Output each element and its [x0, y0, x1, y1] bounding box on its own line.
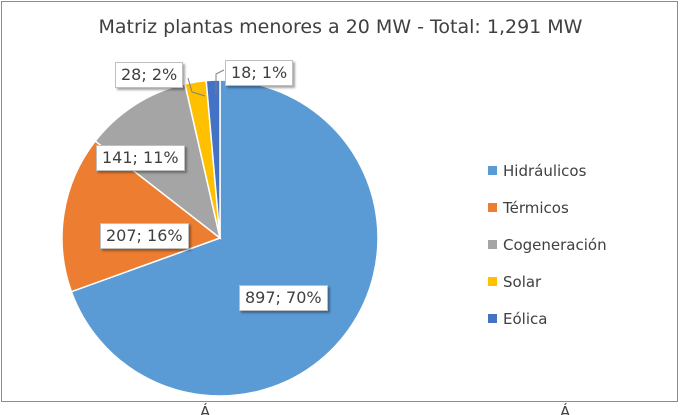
- chart-legend: Hidráulicos Térmicos Cogeneración Solar …: [488, 152, 607, 337]
- legend-swatch: [488, 203, 497, 212]
- pie-slice-hidraulicos: [70, 79, 379, 397]
- pie-slice-termicos: [61, 139, 222, 293]
- data-label-eolica: 18; 1%: [225, 60, 294, 86]
- legend-swatch: [488, 314, 497, 323]
- legend-label: Cogeneración: [503, 235, 607, 254]
- legend-item-hidraulicos: Hidráulicos: [488, 152, 607, 189]
- legend-swatch: [488, 240, 497, 249]
- legend-label: Hidráulicos: [503, 161, 587, 180]
- legend-swatch: [488, 277, 497, 286]
- data-label-solar: 28; 2%: [115, 62, 184, 88]
- legend-item-eolica: Eólica: [488, 300, 607, 337]
- pie-slice-eolica: [205, 79, 221, 239]
- leader-line-solar: [187, 77, 206, 97]
- legend-item-solar: Solar: [488, 263, 607, 300]
- legend-label: Térmicos: [503, 198, 569, 217]
- leader-line-eolica: [215, 69, 225, 94]
- legend-item-termicos: Térmicos: [488, 189, 607, 226]
- legend-swatch: [488, 166, 497, 175]
- data-label-termicos: 207; 16%: [100, 223, 189, 249]
- legend-label: Solar: [503, 272, 542, 291]
- legend-item-cogeneracion: Cogeneración: [488, 226, 607, 263]
- data-label-cogeneracion: 141; 11%: [96, 145, 185, 171]
- chart-title: Matriz plantas menores a 20 MW - Total: …: [98, 16, 583, 38]
- cut-off-text-fragment: Á: [200, 403, 211, 415]
- data-label-hidraulicos: 897; 70%: [239, 285, 328, 311]
- cut-off-text-fragment: Á: [560, 403, 571, 415]
- legend-label: Eólica: [503, 309, 548, 328]
